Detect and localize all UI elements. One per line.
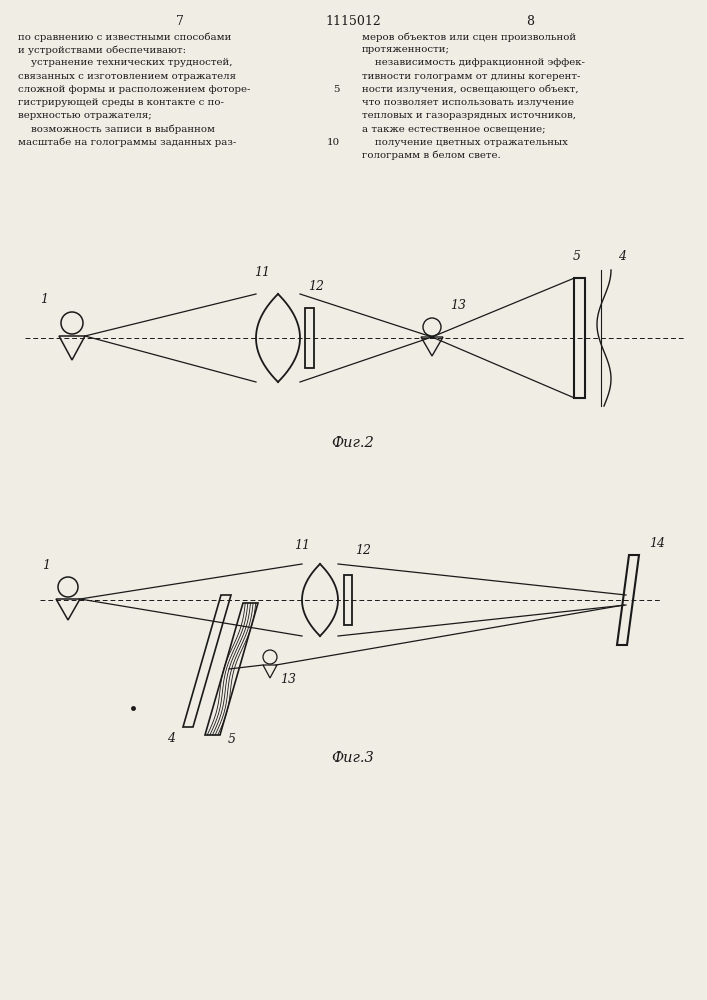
Text: 12: 12 [355,544,371,557]
Bar [344,575,352,625]
Text: ности излучения, освещающего объект,: ности излучения, освещающего объект, [362,85,578,94]
Text: по сравнению с известными способами: по сравнению с известными способами [18,32,231,41]
Text: 1: 1 [40,293,48,306]
Text: 1115012: 1115012 [325,15,381,28]
Text: 1: 1 [42,559,50,572]
Text: Фиг.3: Фиг.3 [332,751,375,765]
Text: 13: 13 [450,299,466,312]
Text: 13: 13 [280,673,296,686]
Text: протяженности;: протяженности; [362,45,450,54]
Text: масштабе на голограммы заданных раз-: масштабе на голограммы заданных раз- [18,138,236,147]
Text: 5: 5 [228,733,236,746]
Text: 11: 11 [254,266,270,279]
Bar [575,278,585,398]
Text: 5: 5 [334,85,340,94]
Text: сложной формы и расположением фоторе-: сложной формы и расположением фоторе- [18,85,250,94]
Text: связанных с изготовлением отражателя: связанных с изготовлением отражателя [18,72,236,81]
Text: тивности голограмм от длины когерент-: тивности голограмм от длины когерент- [362,72,580,81]
Text: что позволяет использовать излучение: что позволяет использовать излучение [362,98,574,107]
Text: голограмм в белом свете.: голограмм в белом свете. [362,151,501,160]
Text: 7: 7 [176,15,184,28]
Text: меров объектов или сцен произвольной: меров объектов или сцен произвольной [362,32,576,41]
Text: 11: 11 [294,539,310,552]
Text: Фиг.2: Фиг.2 [332,436,375,450]
Text: 12: 12 [308,280,324,293]
Text: 10: 10 [327,138,340,147]
Text: верхностью отражателя;: верхностью отражателя; [18,111,152,120]
Text: 5: 5 [573,250,581,263]
Text: и устройствами обеспечивают:: и устройствами обеспечивают: [18,45,186,55]
Text: 4: 4 [167,732,175,745]
Bar [305,308,315,368]
Text: а также естественное освещение;: а также естественное освещение; [362,124,546,133]
Text: тепловых и газоразрядных источников,: тепловых и газоразрядных источников, [362,111,576,120]
Text: устранение технических трудностей,: устранение технических трудностей, [18,58,233,67]
Text: получение цветных отражательных: получение цветных отражательных [362,138,568,147]
Text: независимость дифракционной эффек-: независимость дифракционной эффек- [362,58,585,67]
Text: 8: 8 [526,15,534,28]
Text: возможность записи в выбранном: возможность записи в выбранном [18,124,215,134]
Text: 4: 4 [618,250,626,263]
Text: 14: 14 [649,537,665,550]
Text: гистрирующей среды в контакте с по-: гистрирующей среды в контакте с по- [18,98,224,107]
